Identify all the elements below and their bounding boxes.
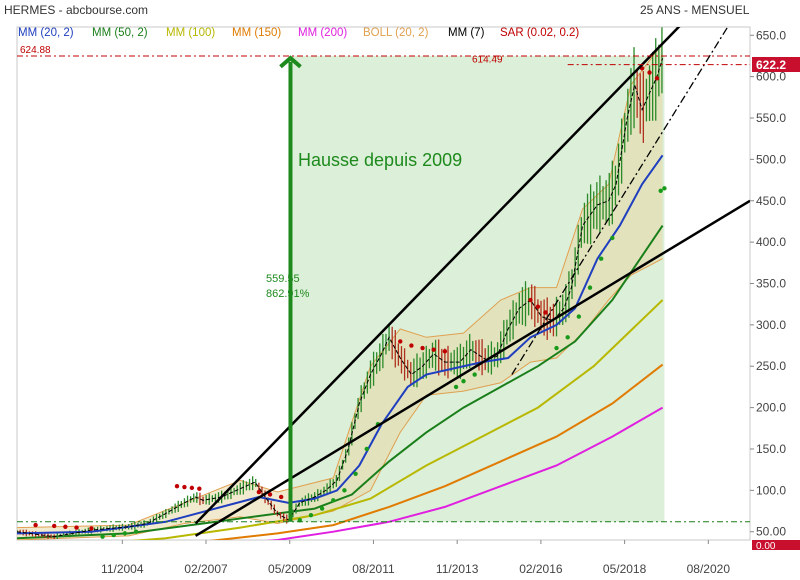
y-tick-label: 250.0 xyxy=(756,359,786,373)
y-tick-label: 400.0 xyxy=(756,235,786,249)
sar-point-red xyxy=(543,310,548,315)
mm100-line xyxy=(131,299,664,540)
sar-point-green xyxy=(308,512,314,518)
sar-point-green xyxy=(111,532,116,538)
x-tick-label: 02/2007 xyxy=(184,562,228,576)
sar-point-green xyxy=(100,534,105,539)
sar-point-red xyxy=(431,347,436,352)
sar-point-green xyxy=(576,314,582,319)
y-tick-label: 650.0 xyxy=(756,28,786,42)
gain-arrow-head xyxy=(279,55,302,69)
trendline-1 xyxy=(194,27,681,525)
y-tick-label: 600.0 xyxy=(756,70,786,84)
sar-point-red xyxy=(189,485,195,491)
sar-point-red xyxy=(174,484,180,489)
sar-point-red xyxy=(409,343,414,348)
y-tick-label: 550.0 xyxy=(756,111,786,125)
sar-point-green xyxy=(133,529,139,534)
last-price-box xyxy=(752,57,800,72)
sar-point-red xyxy=(182,484,187,490)
cut-price-label: 0.00 xyxy=(756,541,776,552)
sar-point-green xyxy=(554,345,559,351)
chart-header-right: 25 ANS - MENSUEL xyxy=(640,3,750,17)
sar-point-red xyxy=(528,297,533,303)
sar-point-green xyxy=(587,285,593,290)
sar-point-green xyxy=(364,446,369,452)
sar-point-red xyxy=(197,486,202,491)
y-tick-label: 200.0 xyxy=(756,401,786,415)
x-tick-label: 05/2009 xyxy=(268,562,312,576)
sar-point-red xyxy=(89,526,94,531)
sar-point-green xyxy=(598,256,604,261)
y-tick-label: 500.0 xyxy=(756,152,786,166)
sar-point-red xyxy=(398,339,403,344)
y-tick-label: 450.0 xyxy=(756,194,786,208)
annotation-title: Hausse depuis 2009 xyxy=(298,150,462,170)
x-tick-label: 11/2013 xyxy=(436,562,479,576)
bollinger-band xyxy=(17,43,663,540)
mm150-line xyxy=(209,363,664,540)
mm7-line xyxy=(17,58,664,538)
sar-point-red xyxy=(52,523,57,529)
sar-point-red xyxy=(442,349,448,354)
legend-sar: SAR (0.02, 0.2) xyxy=(500,27,579,39)
sar-point-green xyxy=(565,335,570,340)
legend-mm100: MM (100) xyxy=(166,27,215,39)
annotation-pct: 862.91% xyxy=(266,288,310,300)
level-624-label: 624.88 xyxy=(20,45,51,56)
sar-point-green xyxy=(331,498,336,503)
sar-point-red xyxy=(420,345,425,351)
sar-point-red xyxy=(63,524,68,529)
sar-point-green xyxy=(353,471,358,477)
sar-point-green xyxy=(610,235,615,241)
y-tick-label: 350.0 xyxy=(756,277,786,291)
x-tick-label: 02/2016 xyxy=(519,562,563,576)
sar-point-green xyxy=(472,372,477,377)
x-tick-label: 08/2020 xyxy=(687,562,731,576)
sar-point-green xyxy=(297,517,302,523)
sar-point-red xyxy=(654,76,660,81)
sar-point-green xyxy=(319,506,325,511)
legend-mm150: MM (150) xyxy=(232,27,281,39)
sar-point-green xyxy=(122,531,128,536)
level-614-label: 614.49 xyxy=(472,55,503,66)
sar-point-green xyxy=(662,186,667,191)
x-tick-label: 08/2011 xyxy=(352,562,395,576)
sar-point-red xyxy=(278,494,284,500)
legend-boll: BOLL (20, 2) xyxy=(363,27,429,39)
sar-point-red xyxy=(647,70,652,75)
annotation-gain: 559.55 xyxy=(266,273,300,285)
x-tick-label: 11/2004 xyxy=(101,562,144,576)
mm200-line xyxy=(266,406,664,540)
sar-point-green xyxy=(461,378,466,384)
legend-mm200: MM (200) xyxy=(298,27,347,39)
sar-point-green xyxy=(453,384,459,390)
y-tick-label: 150.0 xyxy=(756,442,786,456)
sar-point-green xyxy=(342,488,347,493)
y-tick-label: 50.00 xyxy=(756,525,786,539)
sar-point-red xyxy=(535,304,541,309)
y-tick-label: 100.0 xyxy=(756,483,786,497)
legend-mm50: MM (50, 2) xyxy=(92,27,148,39)
legend-mm20: MM (20, 2) xyxy=(18,27,74,39)
sar-point-green xyxy=(658,188,663,194)
mm20-line xyxy=(17,154,664,535)
last-price-label: 622.2 xyxy=(756,58,786,72)
cut-price-box xyxy=(752,540,800,550)
sar-point-red xyxy=(33,522,38,528)
sar-point-red xyxy=(74,525,79,530)
sar-point-red xyxy=(256,489,262,495)
legend-mm7: MM (7) xyxy=(448,27,485,39)
y-tick-label: 300.0 xyxy=(756,318,786,332)
legend: MM (20, 2) MM (50, 2) MM (100) MM (150) … xyxy=(18,27,579,39)
chart-header-left: HERMES - abcbourse.com xyxy=(4,3,148,17)
trendline-2 xyxy=(194,199,750,537)
sar-point-red xyxy=(267,492,273,497)
x-tick-label: 05/2018 xyxy=(603,562,647,576)
trendline-3 xyxy=(511,27,729,375)
